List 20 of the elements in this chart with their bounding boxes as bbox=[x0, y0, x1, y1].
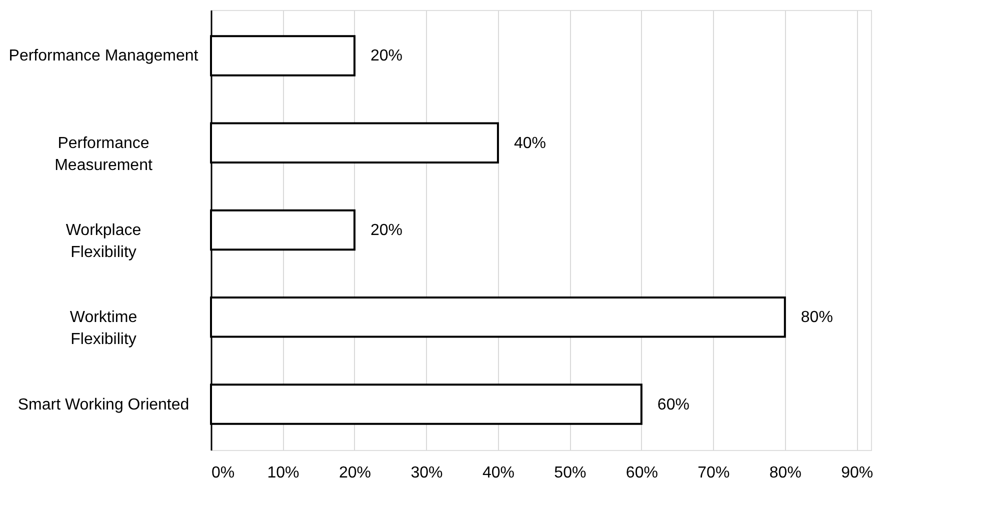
y-tick-label: Worktime Flexibility bbox=[70, 309, 138, 348]
data-label: 40% bbox=[514, 134, 546, 152]
x-tick-label: 70% bbox=[698, 464, 730, 482]
x-tick-label: 0% bbox=[212, 464, 235, 482]
data-label: 80% bbox=[800, 309, 833, 326]
x-tick-label: 90% bbox=[841, 464, 874, 482]
x-tick-label: 30% bbox=[410, 464, 443, 482]
x-tick-label: 60% bbox=[626, 464, 658, 482]
x-tick-label: 10% bbox=[267, 464, 300, 482]
y-tick-label: Performance Management bbox=[8, 48, 199, 65]
data-label: 60% bbox=[657, 396, 690, 414]
x-tick-label: 20% bbox=[338, 464, 371, 482]
x-tick-label: 80% bbox=[769, 464, 802, 482]
y-tick-label: Smart Working Oriented bbox=[18, 396, 190, 414]
data-label: 20% bbox=[370, 48, 403, 65]
y-tick-label: Workplace Flexibility bbox=[66, 222, 142, 261]
x-tick-label: 50% bbox=[554, 464, 586, 482]
y-tick-label: Performance Measurement bbox=[54, 134, 153, 174]
data-label: 20% bbox=[370, 222, 403, 239]
x-tick-label: 40% bbox=[482, 464, 514, 482]
